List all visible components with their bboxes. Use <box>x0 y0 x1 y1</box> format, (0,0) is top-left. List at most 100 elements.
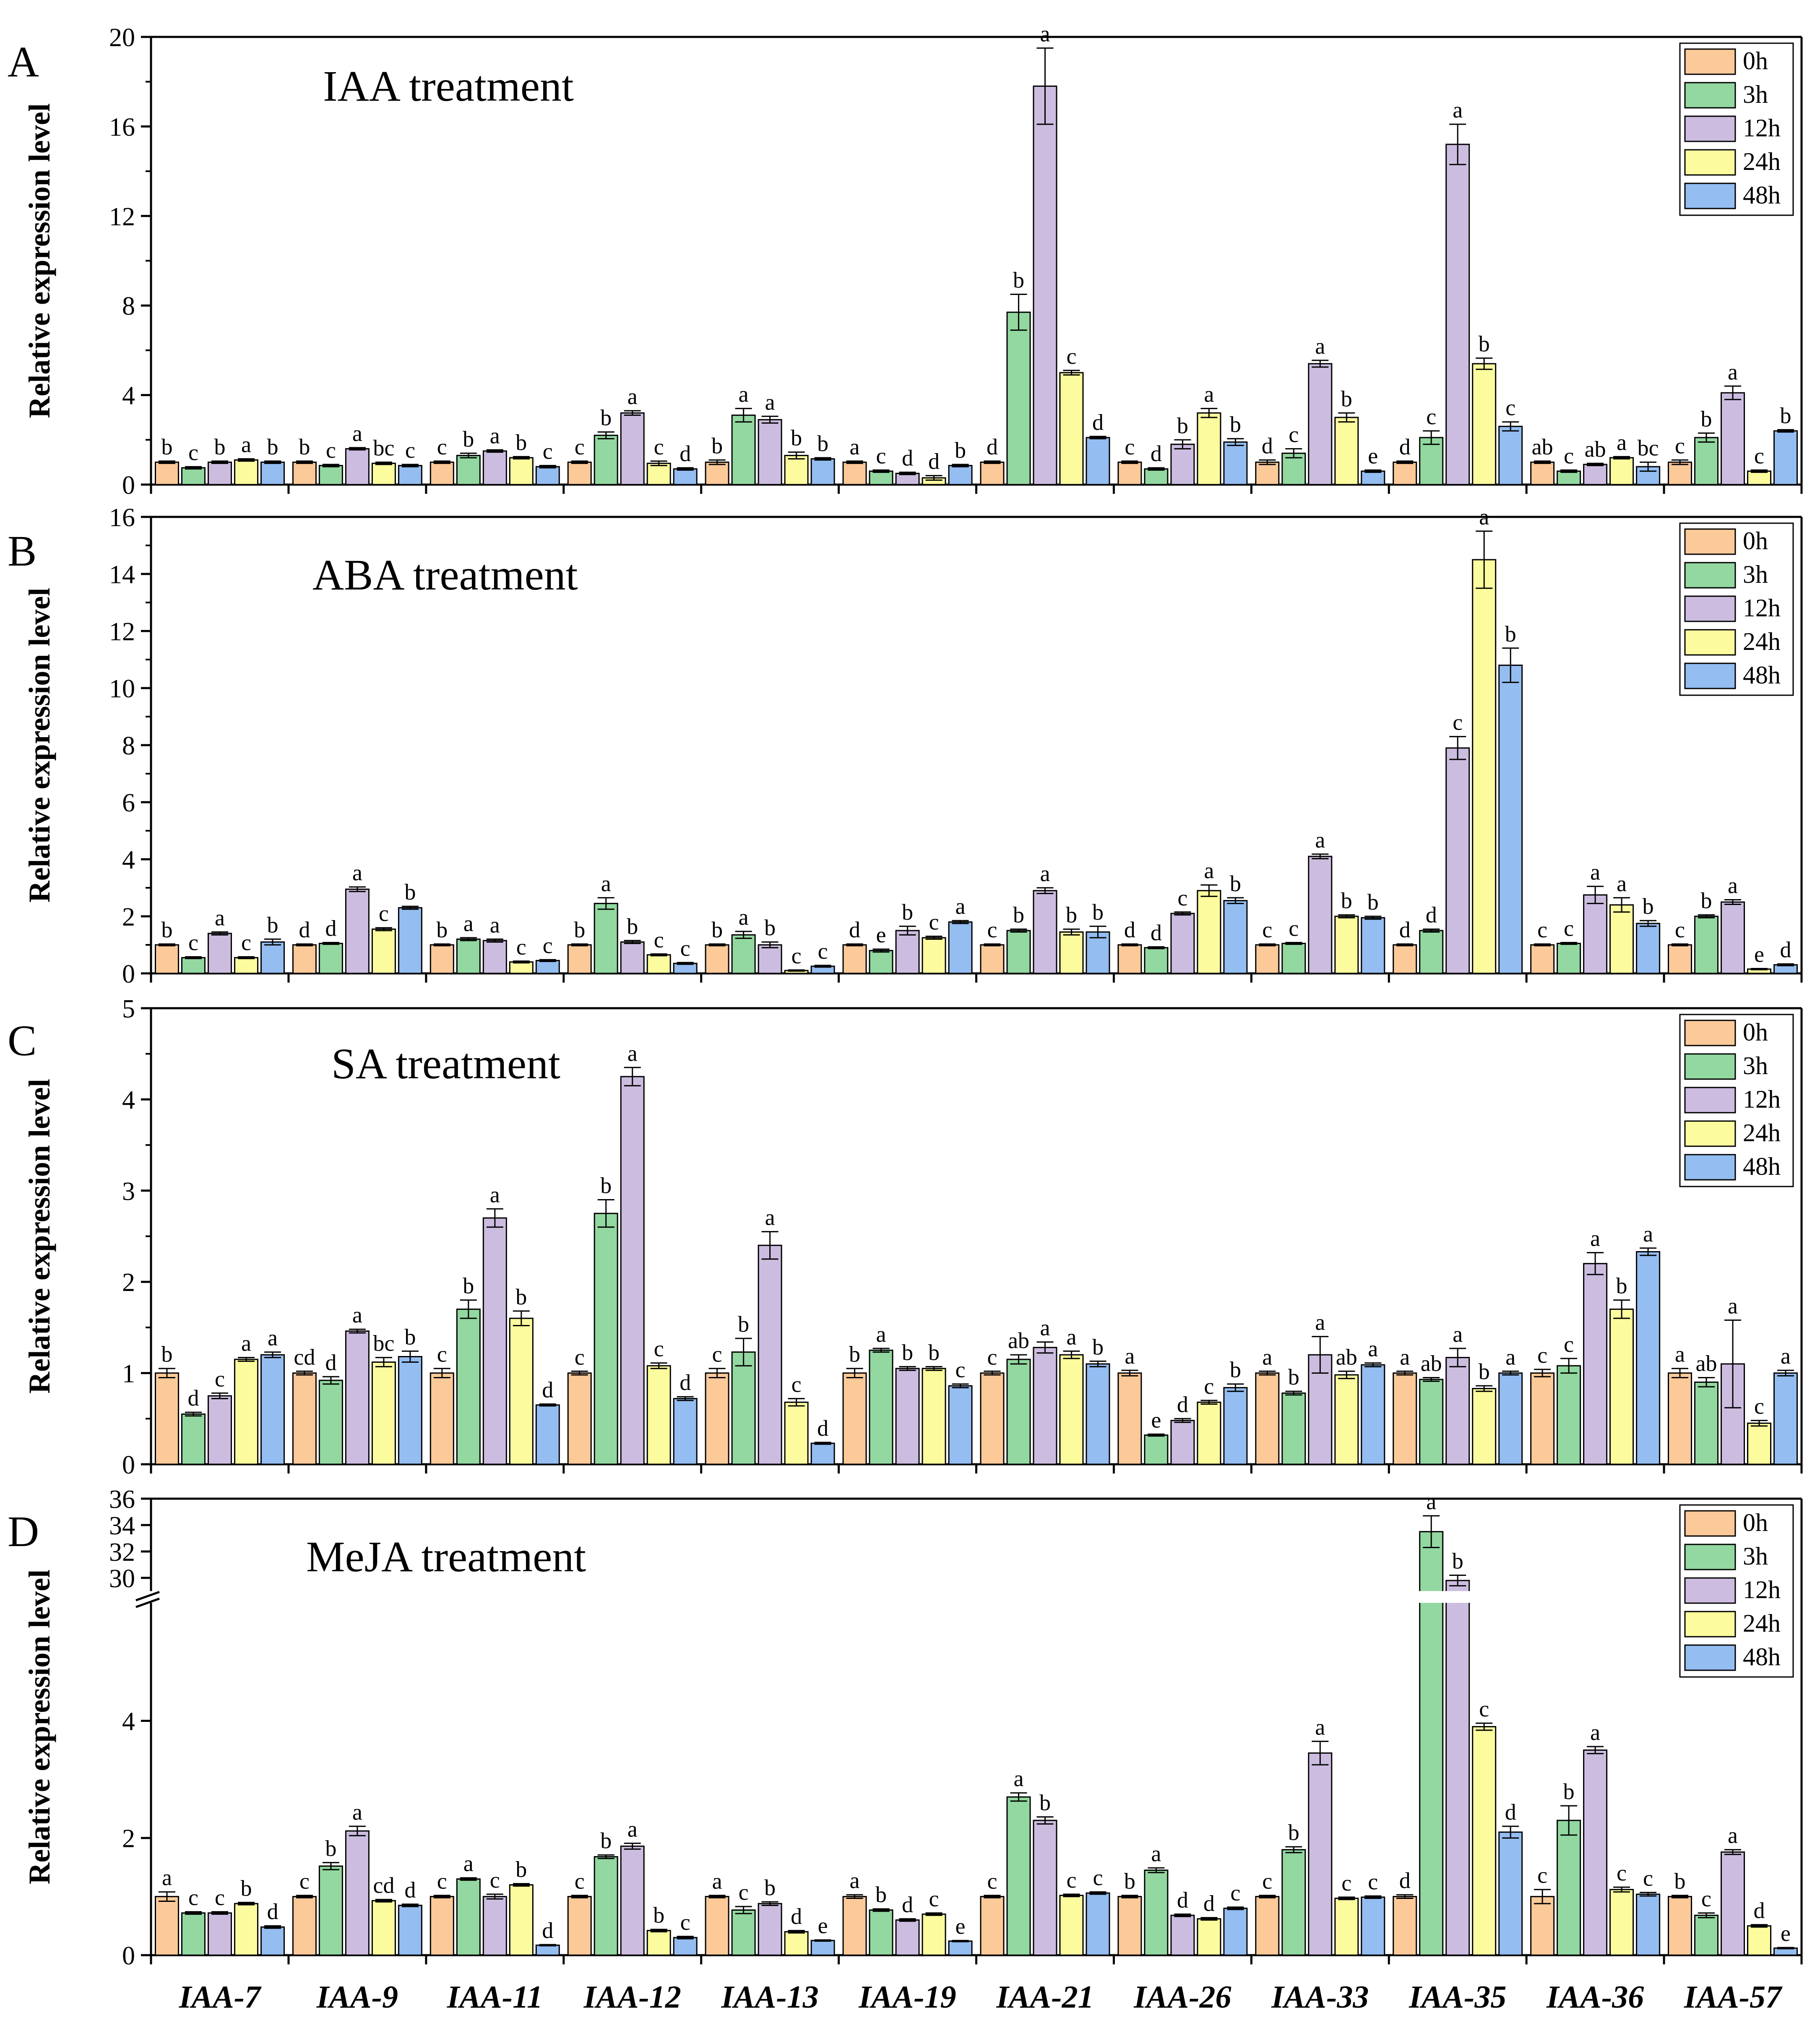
bar-3h <box>1694 437 1719 485</box>
significance-letter: a <box>352 1302 362 1327</box>
bar-0h <box>567 1896 592 1956</box>
significance-letter: a <box>1400 1344 1410 1369</box>
bar-12h <box>1308 363 1333 485</box>
significance-letter: c <box>1125 434 1135 459</box>
bar-3h <box>1694 1914 1719 1956</box>
bar-48h <box>260 941 285 974</box>
y-tick-label: 4 <box>122 382 135 410</box>
bar-12h <box>895 1368 920 1465</box>
bar-3h <box>1557 943 1581 974</box>
significance-letter: a <box>1013 1766 1023 1791</box>
significance-letter: b <box>325 1836 336 1861</box>
significance-letter: ab <box>1008 1328 1029 1353</box>
significance-letter: b <box>1643 894 1654 919</box>
significance-letter: d <box>987 434 998 459</box>
bar-3h <box>1281 1392 1306 1465</box>
significance-letter: c <box>1177 885 1187 910</box>
legend-label: 3h <box>1743 81 1768 108</box>
bar-12h <box>1583 1749 1608 1956</box>
bar-24h <box>646 462 671 485</box>
bar-24h <box>1197 1918 1221 1956</box>
category-label: IAA-35 <box>1409 1979 1506 2015</box>
bar-0h <box>980 944 1005 974</box>
bar-24h <box>1059 931 1084 974</box>
significance-letter: c <box>818 939 828 964</box>
significance-letter: a <box>712 1869 722 1894</box>
significance-letter: c <box>1675 433 1685 458</box>
significance-letter: cd <box>373 1873 394 1898</box>
bar-3h <box>594 902 618 974</box>
significance-letter: c <box>516 934 526 960</box>
legend-swatch <box>1684 1120 1736 1147</box>
bar-0h <box>1530 1372 1555 1465</box>
significance-letter: d <box>1399 434 1411 459</box>
significance-letter: b <box>463 426 474 451</box>
significance-letter: c <box>1262 1869 1272 1894</box>
legend-label: 24h <box>1743 1119 1781 1147</box>
bar-0h <box>154 1372 179 1465</box>
category-label: IAA-21 <box>996 1979 1094 2015</box>
bar-0h <box>1117 1896 1142 1956</box>
significance-letter: c <box>654 927 664 952</box>
significance-letter: a <box>739 382 749 407</box>
bar-48h <box>535 466 560 485</box>
significance-letter: b <box>711 433 723 458</box>
bar-48h <box>1498 665 1523 974</box>
bar-48h <box>398 465 422 485</box>
bar-3h <box>1144 1434 1169 1465</box>
significance-letter: b <box>1674 1869 1686 1894</box>
bar-48h <box>673 1398 698 1465</box>
significance-letter: b <box>1066 902 1077 928</box>
significance-letter: a <box>463 911 474 936</box>
significance-letter: c <box>437 434 447 459</box>
bar-24h <box>234 459 258 485</box>
significance-letter: a <box>627 1816 638 1841</box>
category-label: IAA-9 <box>316 1979 398 2015</box>
legend-label: 24h <box>1743 628 1781 655</box>
bar-24h <box>1472 1726 1497 1956</box>
bar-0h <box>842 462 867 485</box>
bar-24h <box>1334 915 1359 974</box>
axis-break-mark <box>135 1597 160 1608</box>
bar-0h <box>1530 1896 1555 1956</box>
significance-letter: d <box>1399 1868 1411 1893</box>
bar-0h <box>1255 1372 1280 1465</box>
panel-title: IAA treatment <box>323 62 574 110</box>
significance-letter: c <box>680 1909 690 1935</box>
bar-24h <box>1059 1354 1084 1465</box>
significance-letter: a <box>739 905 749 930</box>
significance-letter: c <box>1289 916 1299 941</box>
bar-48h <box>1223 441 1248 485</box>
significance-letter: a <box>490 1182 500 1207</box>
bar-3h <box>1557 1365 1581 1465</box>
significance-letter: a <box>627 384 638 409</box>
significance-letter: b <box>1092 1334 1104 1359</box>
bar-48h <box>1223 900 1248 974</box>
bar-0h <box>567 944 592 974</box>
significance-letter: c <box>739 1880 749 1905</box>
bar-48h <box>535 960 560 974</box>
significance-letter: b <box>267 434 278 459</box>
significance-letter: b <box>1479 331 1490 357</box>
bar-3h <box>456 938 481 974</box>
y-axis-label: Relative expression level <box>23 1079 56 1394</box>
significance-letter: a <box>490 912 500 937</box>
significance-letter: a <box>1643 1221 1653 1247</box>
bar-48h <box>1498 425 1523 485</box>
significance-letter: b <box>928 1340 940 1365</box>
significance-letter: d <box>1754 1898 1765 1923</box>
significance-letter: c <box>792 1372 802 1397</box>
bar-24h <box>1609 457 1634 485</box>
significance-letter: e <box>956 1914 966 1939</box>
panel-B: 0 2 4 6 8 10 12 14 16 B ABA treatment Relative expr… <box>8 503 1803 988</box>
significance-letter: a <box>241 432 251 457</box>
bar-48h <box>1498 1831 1523 1956</box>
significance-letter: b <box>875 1882 887 1907</box>
category-label: IAA-11 <box>447 1979 543 2015</box>
y-tick-label: 0 <box>122 1451 135 1479</box>
y-axis-label: Relative expression level <box>23 588 56 903</box>
panel-title: SA treatment <box>331 1040 560 1088</box>
bar-12h <box>1308 1752 1333 1956</box>
significance-letter: a <box>1617 430 1627 455</box>
significance-letter: a <box>463 1851 474 1876</box>
